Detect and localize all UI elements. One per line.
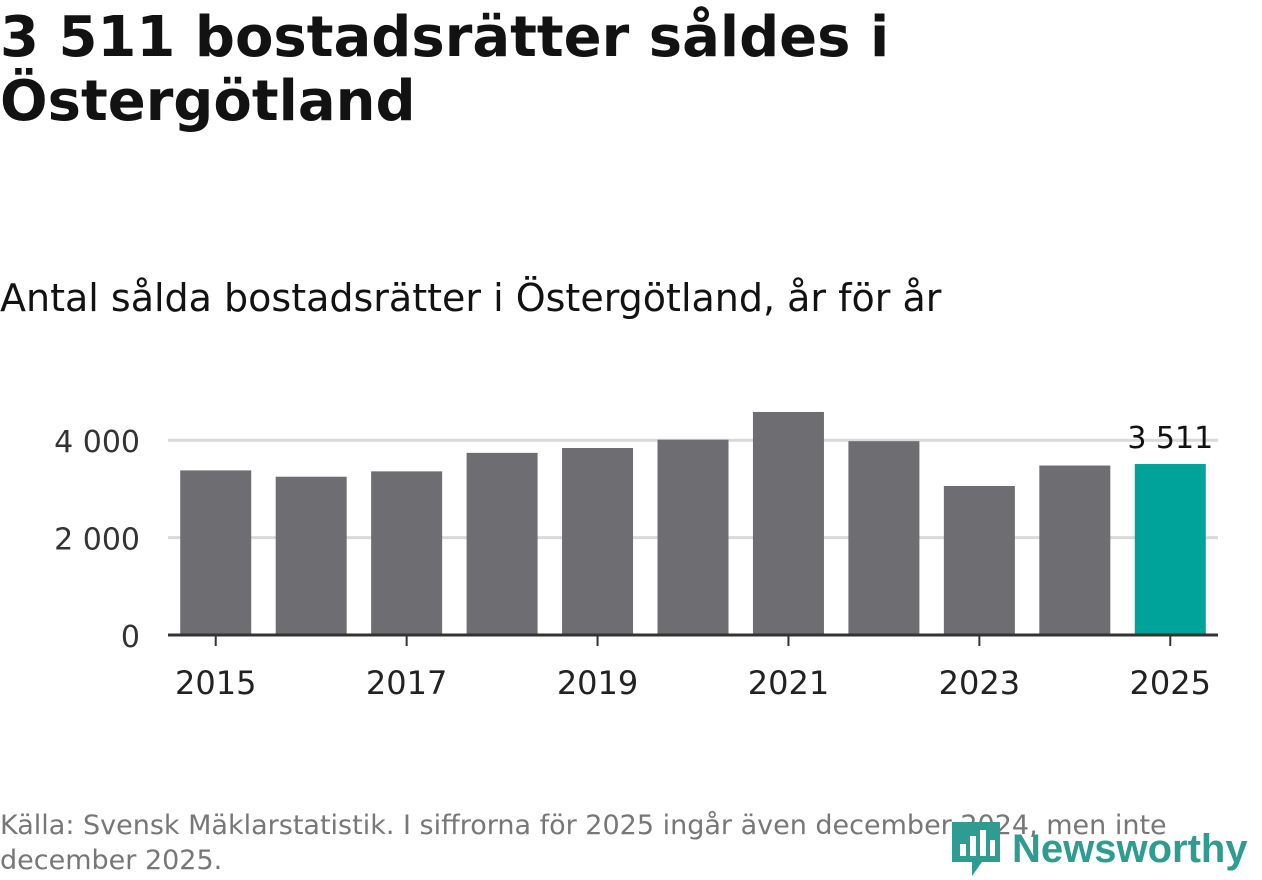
bar-chart-pin-icon xyxy=(952,822,1000,876)
bar-2015 xyxy=(180,470,252,635)
x-tick-label: 2025 xyxy=(1130,664,1211,702)
bar-2018 xyxy=(466,452,538,635)
bar-chart: 0 2 000 4 000 2015 2017 2019 2021 2023 2025 3 5… xyxy=(54,411,1218,702)
data-label-2025: 3 511 xyxy=(1127,421,1213,456)
bar-2025 xyxy=(1134,464,1206,635)
x-tick-label: 2021 xyxy=(748,664,829,702)
bar-2019 xyxy=(562,447,634,635)
bar-2020 xyxy=(657,439,729,635)
y-tick-label: 0 xyxy=(121,620,140,655)
bar-2016 xyxy=(275,476,347,635)
y-tick-label: 2 000 xyxy=(54,523,140,558)
bar-2021 xyxy=(752,411,824,635)
x-tick-label: 2019 xyxy=(557,664,638,702)
y-tick-label: 4 000 xyxy=(54,425,140,460)
x-tick-label: 2017 xyxy=(366,664,447,702)
newsworthy-logo: Newsworthy xyxy=(948,818,1248,880)
x-axis: 2015 2017 2019 2021 2023 2025 xyxy=(168,633,1218,702)
bar-2022 xyxy=(848,441,920,635)
bar-2023 xyxy=(943,485,1015,635)
x-tick-label: 2015 xyxy=(175,664,256,702)
bar-2017 xyxy=(371,471,443,635)
y-axis-ticks: 0 2 000 4 000 xyxy=(54,425,140,655)
headline: 3 511 bostadsrätter såldes i Östergötlan… xyxy=(0,5,890,134)
brand-name: Newsworthy xyxy=(1012,826,1248,871)
bars xyxy=(180,411,1206,635)
chart-subtitle: Antal sålda bostadsrätter i Östergötland… xyxy=(0,276,942,320)
x-tick-label: 2023 xyxy=(939,664,1020,702)
data-labels: 3 511 xyxy=(1127,421,1213,456)
bar-2024 xyxy=(1039,465,1111,635)
